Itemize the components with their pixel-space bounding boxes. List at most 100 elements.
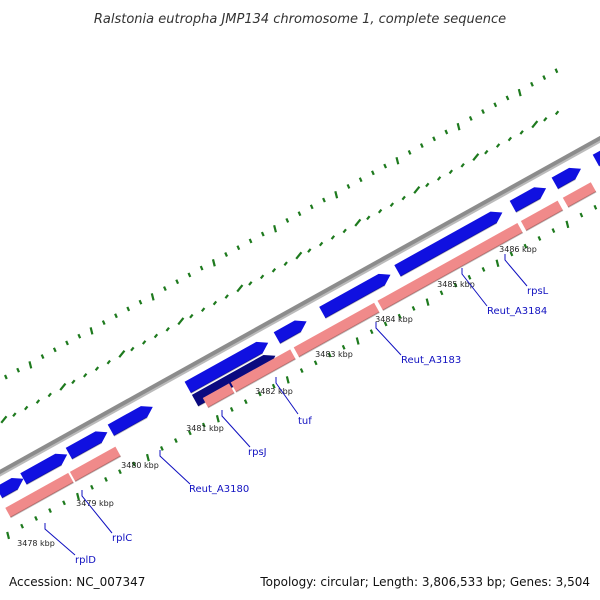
scale-dash [505, 95, 510, 101]
scale-dash [20, 523, 24, 529]
scale-dash [160, 445, 164, 451]
forward-gene-arrow[interactable] [107, 406, 153, 436]
reverse-gene-bar[interactable] [562, 182, 597, 208]
gene-leader-line [461, 268, 488, 307]
forward-gene-arrow[interactable] [394, 211, 503, 277]
gene-leader-line [81, 490, 113, 534]
forward-gene-arrow[interactable] [551, 167, 581, 189]
scale-dash [118, 350, 126, 358]
scale-dash [59, 382, 67, 391]
scale-dash [6, 531, 11, 540]
reverse-gene-bar[interactable] [202, 383, 235, 408]
forward-strand-track [0, 128, 600, 499]
scale-dash [65, 340, 69, 346]
gene-label[interactable]: Reut_A3183 [401, 355, 461, 366]
gene-label[interactable]: rplC [112, 533, 132, 544]
scale-dash [554, 68, 559, 74]
forward-gene-arrow-shade [279, 331, 302, 345]
scale-dash [554, 110, 560, 116]
scale-dash [283, 261, 288, 267]
kbp-label: 3482 kbp [255, 387, 293, 396]
scale-dash [495, 259, 500, 267]
gene-leader-line [275, 377, 299, 415]
scale-dash [411, 305, 416, 311]
scale-dash [407, 149, 412, 155]
forward-gene-arrow-shade [113, 416, 148, 437]
scale-dash [259, 274, 265, 280]
gene-label[interactable]: tuf [298, 416, 312, 427]
scale-dash [285, 376, 290, 384]
scale-dash [389, 202, 395, 207]
scale-dash [224, 252, 228, 257]
scale-dash [519, 130, 524, 135]
scale-dash [0, 415, 8, 424]
scale-dash [62, 500, 66, 506]
forward-gene-arrow[interactable] [0, 478, 24, 499]
scale-dash [215, 415, 220, 423]
gene-leader-line [504, 254, 528, 287]
scale-dash [481, 267, 486, 272]
scale-dash [257, 391, 262, 397]
sequence-backbone [0, 135, 600, 475]
reverse-gene-bar[interactable] [69, 446, 121, 482]
forward-gene-arrow[interactable] [184, 341, 269, 394]
gene-labels: rplD rplC Reut_A3180 rpsJ tuf Reut_A3183 Reut_… [44, 254, 549, 566]
scale-dash [153, 333, 159, 339]
scale-dash [537, 235, 542, 241]
forward-gene-arrow[interactable] [509, 187, 547, 213]
reverse-gene-bar-shade [525, 209, 564, 232]
scale-dash [174, 438, 178, 444]
scale-dash [248, 238, 253, 244]
scale-dash [318, 241, 324, 247]
gene-label[interactable]: rpsJ [248, 447, 267, 458]
forward-gene-arrow-shade [325, 284, 386, 319]
reverse-gene-bar[interactable] [293, 302, 380, 357]
scale-dash [327, 352, 332, 358]
scale-dash [307, 248, 312, 253]
scale-dash [425, 182, 430, 188]
scale-dash [369, 329, 374, 335]
scale-dash [425, 298, 430, 306]
genome-summary-text: Topology: circular; Length: 3,806,533 bp… [259, 575, 590, 589]
forward-gene-arrow[interactable] [319, 273, 391, 319]
scale-dash [472, 153, 480, 162]
forward-gene-arrow[interactable] [592, 128, 600, 167]
reverse-gene-bar[interactable] [230, 349, 296, 392]
gene-label[interactable]: Reut_A3184 [487, 306, 547, 317]
scale-dash [366, 215, 371, 221]
scale-dash [341, 344, 346, 350]
gene-label[interactable]: Reut_A3180 [189, 484, 249, 495]
forward-gene-arrow-shade [400, 222, 498, 278]
kbp-label: 3478 kbp [17, 539, 55, 548]
reverse-gene-bar[interactable] [5, 472, 74, 518]
scale-dash [468, 115, 473, 121]
scale-dash [77, 333, 82, 339]
forward-gene-arrow[interactable] [65, 431, 108, 460]
forward-gene-arrow[interactable] [20, 453, 68, 485]
scale-dash [82, 372, 88, 378]
scale-dash [118, 469, 122, 475]
reverse-gene-bar[interactable] [377, 223, 523, 311]
scale-dash [89, 327, 94, 335]
gene-leader-line [44, 523, 76, 556]
kbp-label: 3485 kbp [437, 280, 475, 289]
forward-gene-arrow-shade [190, 352, 263, 394]
gene-label[interactable]: rpsL [527, 286, 549, 297]
scale-dash [126, 306, 131, 312]
scale-dash [76, 492, 80, 501]
scale-dash [579, 212, 584, 218]
gene-leader-line [375, 322, 402, 356]
scale-dash [530, 81, 534, 87]
reverse-gene-bar-shade [74, 455, 122, 483]
reverse-gene-bar[interactable] [520, 200, 563, 231]
scale-dash [248, 281, 253, 286]
scale-dash [130, 346, 135, 352]
scale-dash [481, 109, 485, 115]
scale-dash [236, 245, 241, 251]
scale-dash [141, 340, 147, 345]
gene-label[interactable]: rplD [75, 555, 96, 566]
scale-dash [189, 313, 194, 319]
forward-gene-arrow[interactable] [273, 320, 307, 344]
scale-dash [16, 367, 20, 373]
scale-dash [163, 286, 167, 291]
